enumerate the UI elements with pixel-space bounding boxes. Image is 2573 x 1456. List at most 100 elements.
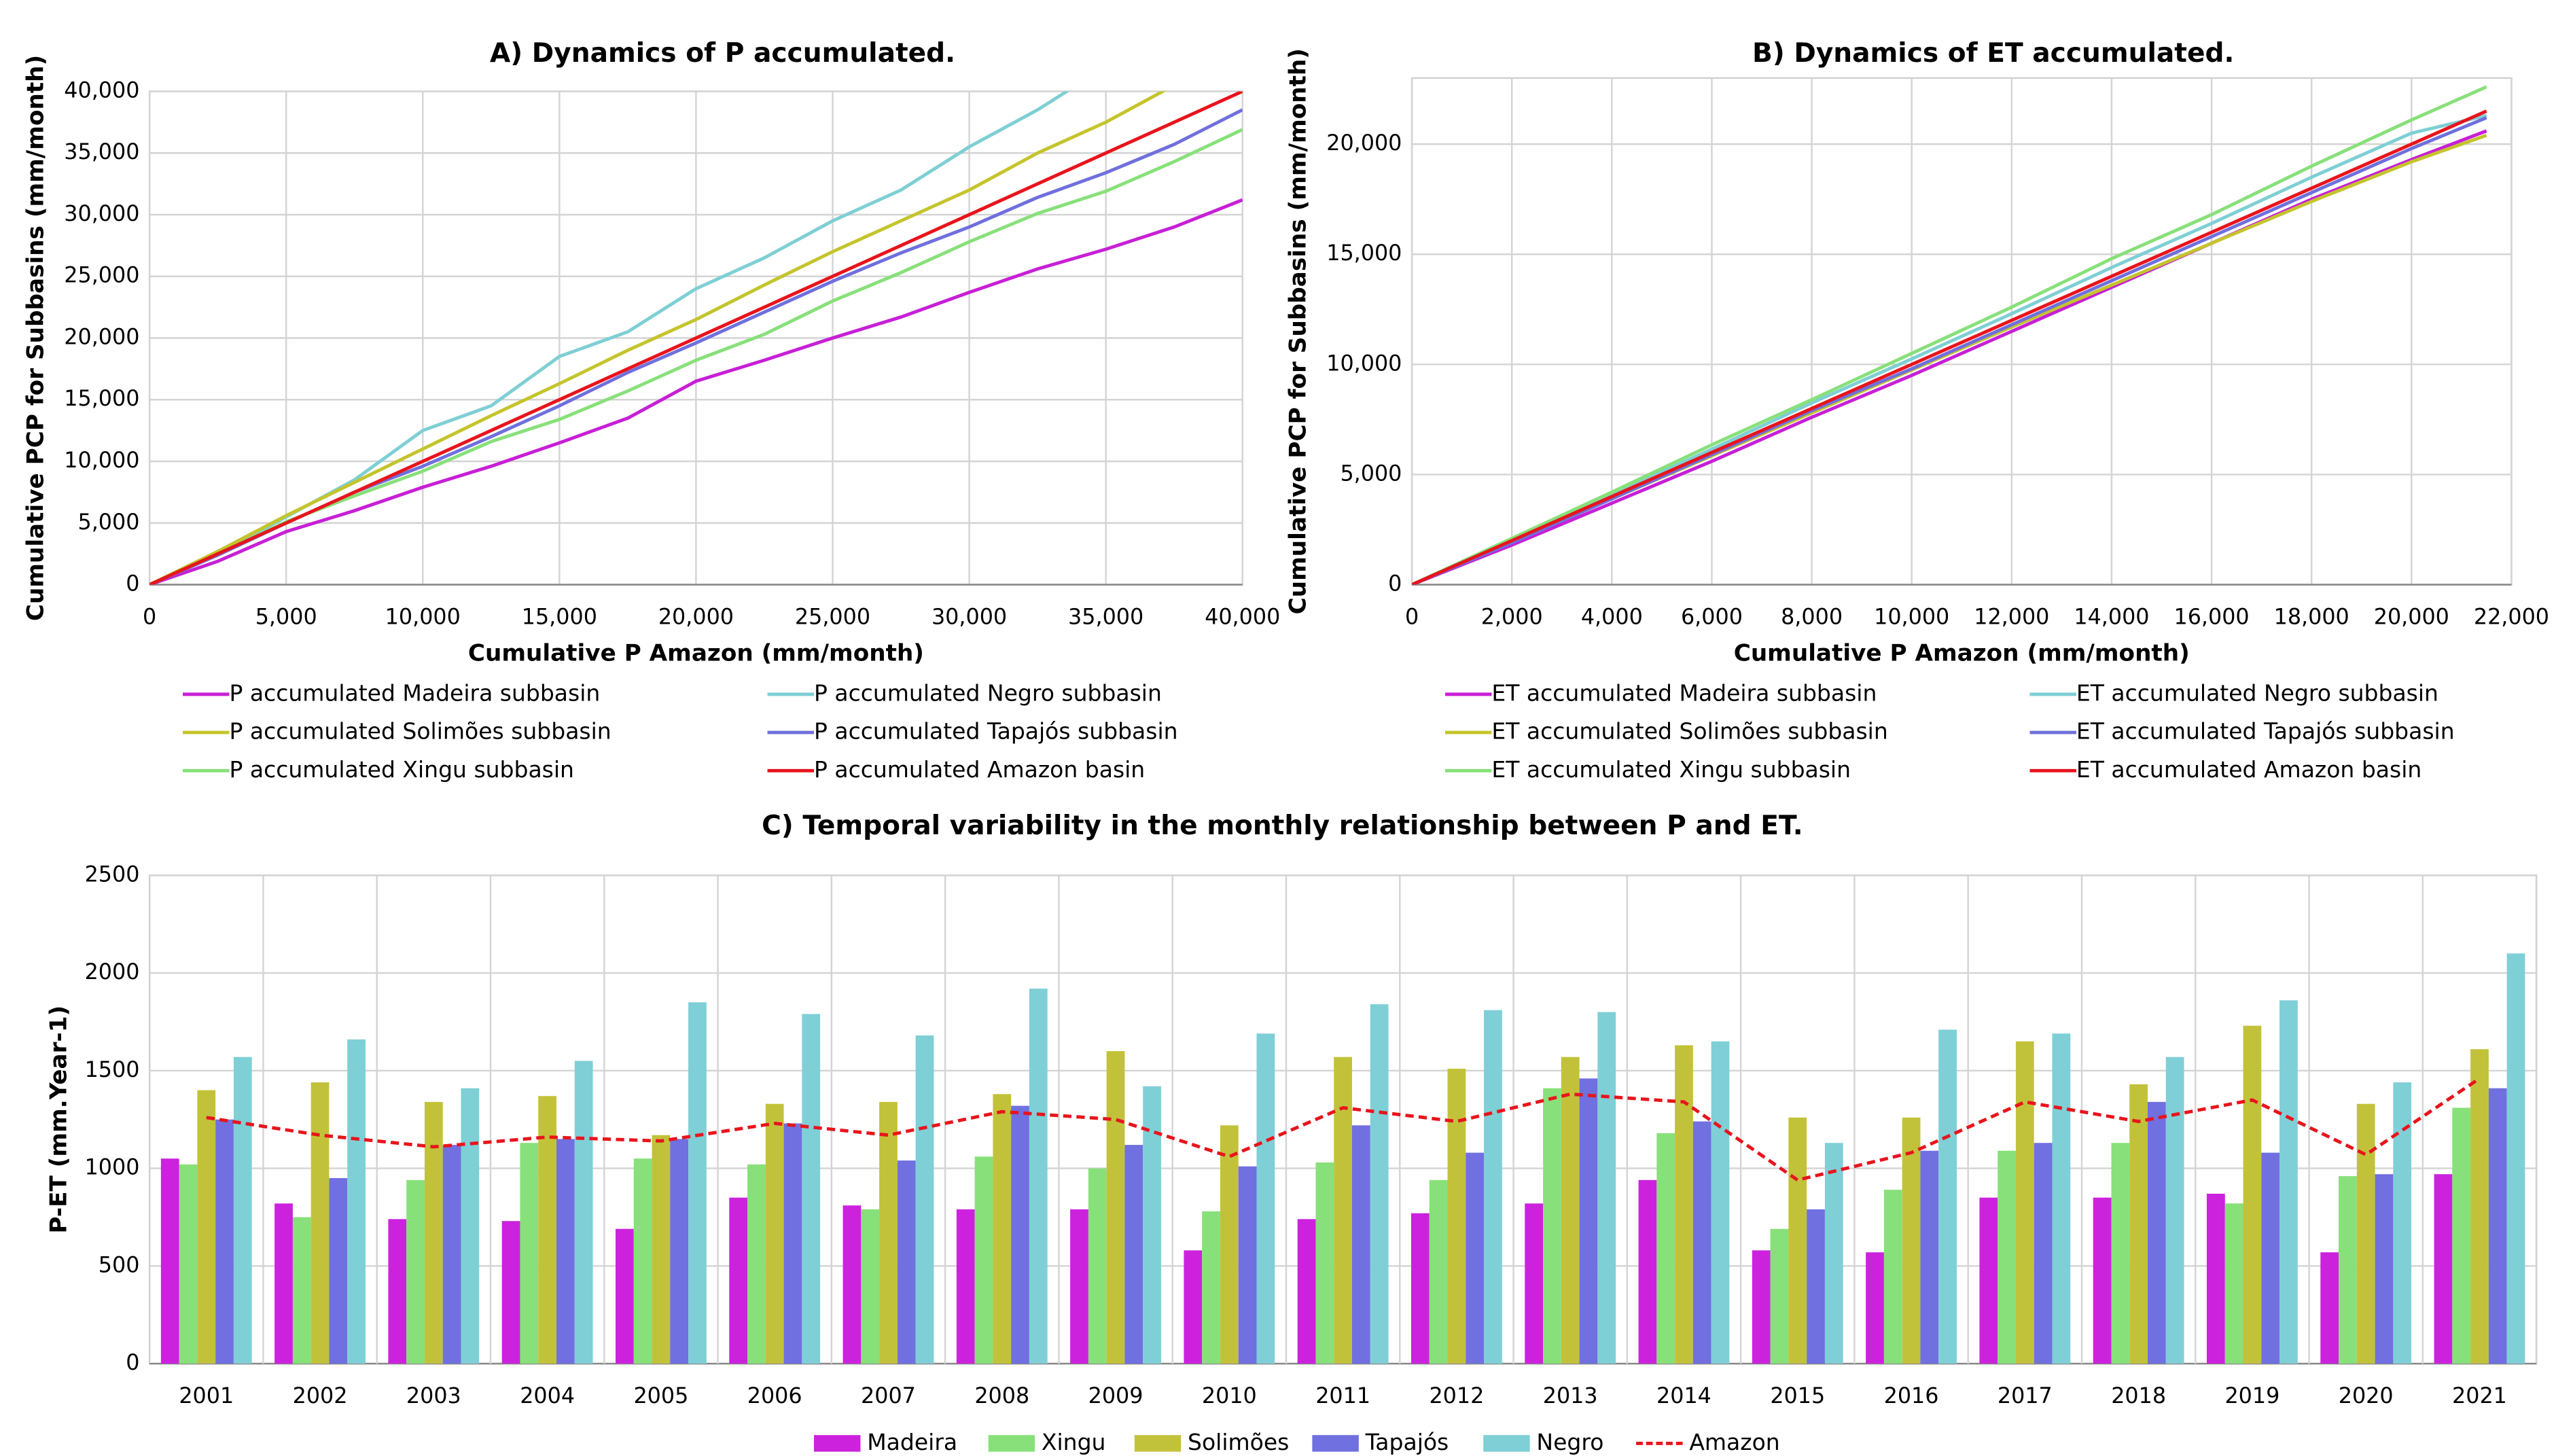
bar	[233, 1057, 252, 1364]
bar	[802, 1014, 821, 1364]
bar	[520, 1143, 539, 1364]
bar	[1011, 1105, 1029, 1364]
bar	[424, 1101, 443, 1364]
bar	[574, 1061, 593, 1364]
bar	[2147, 1101, 2166, 1364]
bar	[501, 1221, 520, 1364]
bar	[1543, 1088, 1561, 1364]
bar	[2243, 1025, 2262, 1364]
bar	[461, 1088, 480, 1364]
series-line	[149, 91, 1167, 585]
x-tick-label: 2004	[520, 1384, 575, 1408]
legend-label: P accumulated Solimões subbasin	[229, 718, 611, 745]
x-tick-label: 2018	[2111, 1384, 2166, 1408]
x-tick-label: 2009	[1088, 1384, 1143, 1408]
bar	[915, 1035, 934, 1364]
x-tick-label: 18,000	[2274, 605, 2349, 629]
bar	[1220, 1125, 1239, 1364]
bar	[1070, 1209, 1088, 1364]
bar	[1938, 1029, 1957, 1364]
bar	[2470, 1049, 2489, 1364]
bar	[1334, 1057, 1353, 1364]
x-tick-label: 25,000	[795, 605, 870, 629]
bar	[442, 1145, 461, 1364]
bar	[1579, 1078, 1598, 1364]
bar	[956, 1209, 975, 1364]
y-tick-label: 5,000	[78, 510, 140, 535]
x-tick-label: 2003	[406, 1384, 461, 1408]
bar	[388, 1219, 407, 1364]
legend-label: ET accumulated Xingu subbasin	[1491, 756, 1851, 783]
x-tick-label: 30,000	[931, 605, 1007, 629]
x-tick-label: 2006	[747, 1384, 802, 1408]
x-tick-label: 35,000	[1068, 605, 1143, 629]
legend-label: P accumulated Tapajós subbasin	[814, 718, 1178, 745]
bar	[670, 1139, 689, 1364]
bar	[1656, 1133, 1675, 1364]
y-tick-label: 30,000	[64, 202, 139, 226]
series-line	[149, 91, 1243, 585]
x-axis-label: Cumulative P Amazon (mm/month)	[1734, 640, 2190, 667]
bar	[1124, 1145, 1143, 1364]
y-tick-label: 15,000	[1326, 241, 1402, 266]
x-tick-label: 0	[143, 605, 156, 629]
series-line	[1412, 85, 2487, 585]
bar	[765, 1103, 784, 1364]
bar	[1692, 1121, 1711, 1364]
legend-swatch	[1134, 1435, 1182, 1452]
bar	[1447, 1068, 1466, 1364]
legend-label: P accumulated Madeira subbasin	[229, 679, 600, 706]
bar	[2052, 1033, 2071, 1364]
bar	[861, 1209, 880, 1364]
bar	[2165, 1057, 2184, 1364]
x-tick-label: 15,000	[522, 605, 597, 629]
bar	[2261, 1152, 2280, 1364]
x-tick-label: 2016	[1884, 1384, 1939, 1408]
bar	[1638, 1179, 1657, 1364]
bar	[2320, 1252, 2339, 1364]
bar	[1184, 1250, 1203, 1364]
bar	[310, 1082, 330, 1364]
x-tick-label: 2015	[1770, 1384, 1825, 1408]
x-tick-label: 2020	[2339, 1384, 2394, 1408]
legend-label: ET accumulated Madeira subbasin	[1491, 679, 1877, 706]
y-tick-label: 0	[126, 1351, 139, 1375]
x-tick-label: 2007	[861, 1384, 916, 1408]
bar	[2034, 1143, 2053, 1364]
x-tick-label: 10,000	[385, 605, 461, 629]
legend-label: ET accumulated Solimões subbasin	[1491, 718, 1887, 745]
legend-label: Amazon	[1689, 1429, 1779, 1455]
bar	[897, 1160, 916, 1364]
legend-label: ET accumulated Negro subbasin	[2076, 679, 2438, 706]
bar	[2375, 1174, 2394, 1364]
y-tick-label: 15,000	[64, 387, 139, 411]
bar	[215, 1119, 234, 1364]
y-axis-label: Cumulative PCP for Subbasins (mm/month)	[22, 55, 49, 621]
y-tick-label: 10,000	[64, 448, 139, 473]
x-tick-label: 22,000	[2474, 605, 2549, 629]
series-line	[1412, 109, 2487, 585]
bar	[1675, 1045, 1693, 1364]
bar	[1297, 1219, 1316, 1364]
bar	[633, 1158, 652, 1364]
x-tick-label: 0	[1405, 605, 1419, 629]
bar	[1597, 1012, 1616, 1364]
series-line	[149, 198, 1243, 585]
bar	[2279, 1000, 2298, 1364]
x-tick-label: 8,000	[1781, 605, 1843, 629]
y-tick-label: 500	[99, 1253, 140, 1277]
bar	[1866, 1252, 1884, 1364]
bar	[1883, 1190, 1902, 1364]
bar	[2339, 1176, 2357, 1364]
bar	[615, 1228, 634, 1364]
y-tick-label: 10,000	[1326, 351, 1402, 376]
bar	[783, 1123, 802, 1364]
legend-label: Solimões	[1188, 1429, 1289, 1455]
x-tick-label: 2021	[2452, 1384, 2507, 1408]
x-tick-label: 40,000	[1205, 605, 1280, 629]
bar	[1484, 1010, 1502, 1364]
bar	[1920, 1150, 1939, 1364]
bar	[1256, 1033, 1275, 1364]
